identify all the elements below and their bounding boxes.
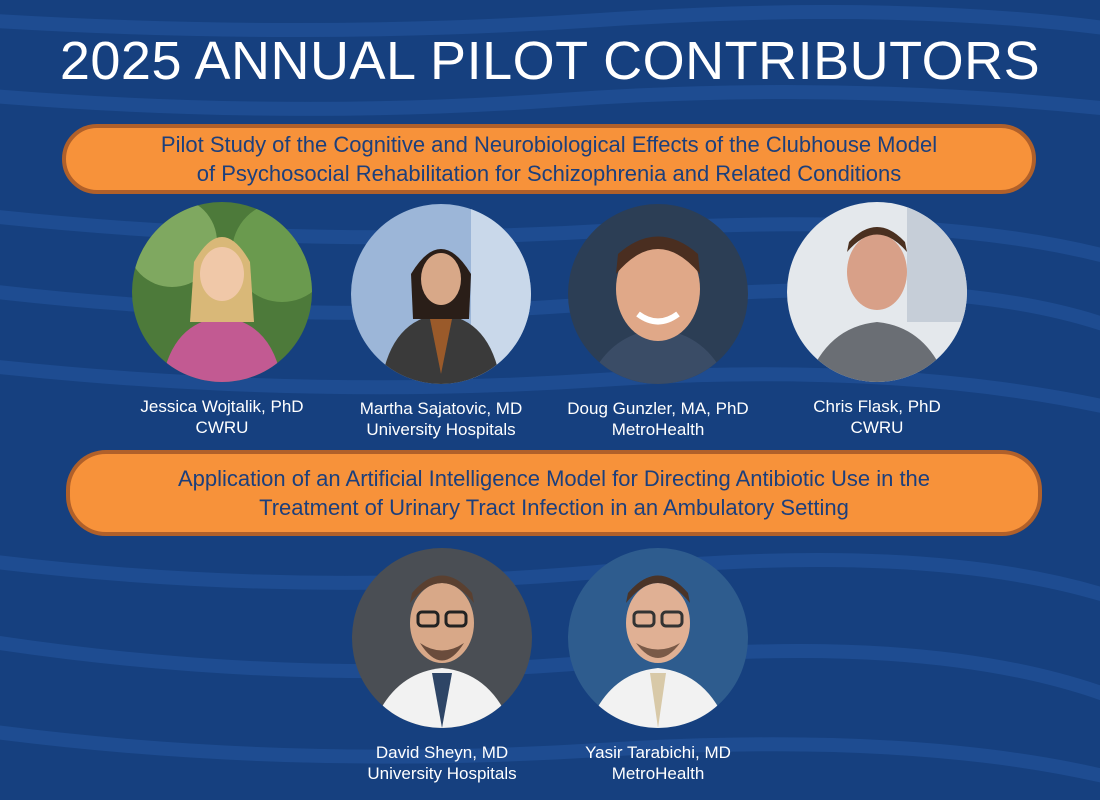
study-2-title: Application of an Artificial Intelligenc… [177,466,931,520]
contributor-name: Yasir Tarabichi, MD [585,743,731,762]
contributor-org: University Hospitals [366,420,516,439]
contributor-card: Chris Flask, PhD CWRU [767,202,987,438]
contributor-photo [787,202,967,382]
contributor-card: Doug Gunzler, MA, PhD MetroHealth [548,204,768,440]
contributor-photo [568,548,748,728]
contributor-photo [132,202,312,382]
study-2-banner: Application of an Artificial Intelligenc… [66,450,1042,536]
contributor-name: Martha Sajatovic, MD [359,399,523,418]
contributor-card: Yasir Tarabichi, MD MetroHealth [548,548,768,784]
contributor-org: CWRU [195,418,249,437]
contributor-photo [352,548,532,728]
contributor-card: Martha Sajatovic, MD University Hospital… [331,204,551,440]
contributor-photo [568,204,748,384]
contributor-org: MetroHealth [611,764,705,783]
contributor-photo [351,204,531,384]
contributor-card: Jessica Wojtalik, PhD CWRU [112,202,332,438]
contributor-card: David Sheyn, MD University Hospitals [332,548,552,784]
contributor-org: University Hospitals [367,764,517,783]
contributor-name: Jessica Wojtalik, PhD [140,397,304,416]
contributor-name: David Sheyn, MD [375,743,509,762]
page-title: 2025 ANNUAL PILOT CONTRIBUTORS [59,31,1041,91]
study-1-banner: Pilot Study of the Cognitive and Neurobi… [62,124,1036,194]
contributor-name: Doug Gunzler, MA, PhD [567,399,749,418]
contributor-org: CWRU [850,418,904,437]
contributor-name: Chris Flask, PhD [813,397,941,416]
study-1-title: Pilot Study of the Cognitive and Neurobi… [160,132,938,186]
contributor-org: MetroHealth [611,420,705,439]
